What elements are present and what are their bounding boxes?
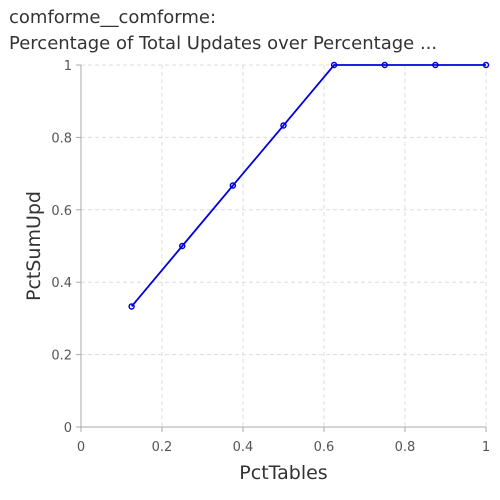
y-tick-label: 0.8 — [51, 131, 72, 146]
data-point — [179, 242, 186, 250]
y-tick-label: 0 — [64, 421, 72, 436]
x-tick-label: 0.2 — [152, 440, 173, 455]
x-axis-title: PctTables — [239, 462, 327, 484]
x-tick-label: 1 — [482, 440, 490, 455]
data-point — [432, 61, 439, 69]
y-tick-label: 0.2 — [51, 349, 72, 364]
data-point — [229, 182, 237, 189]
x-tick-label: 0.6 — [314, 440, 335, 455]
x-tick-label: 0.4 — [233, 440, 254, 455]
data-point — [482, 61, 490, 69]
chart-title-line-2: Percentage of Total Updates over Percent… — [9, 33, 438, 54]
y-tick-label: 0.6 — [51, 204, 72, 219]
y-tick-label: 1 — [64, 59, 72, 74]
series-line — [130, 64, 486, 308]
data-point — [128, 303, 135, 310]
data-point — [280, 122, 287, 129]
data-point — [330, 61, 338, 69]
y-tick-label: 0.4 — [51, 276, 72, 291]
x-tick-label: 0 — [77, 440, 85, 455]
y-axis-title: PctSumUpd — [23, 191, 45, 301]
chart-title-line-1: comforme__comforme: — [9, 7, 217, 28]
x-tick-label: 0.8 — [395, 440, 416, 455]
data-point — [381, 61, 388, 69]
